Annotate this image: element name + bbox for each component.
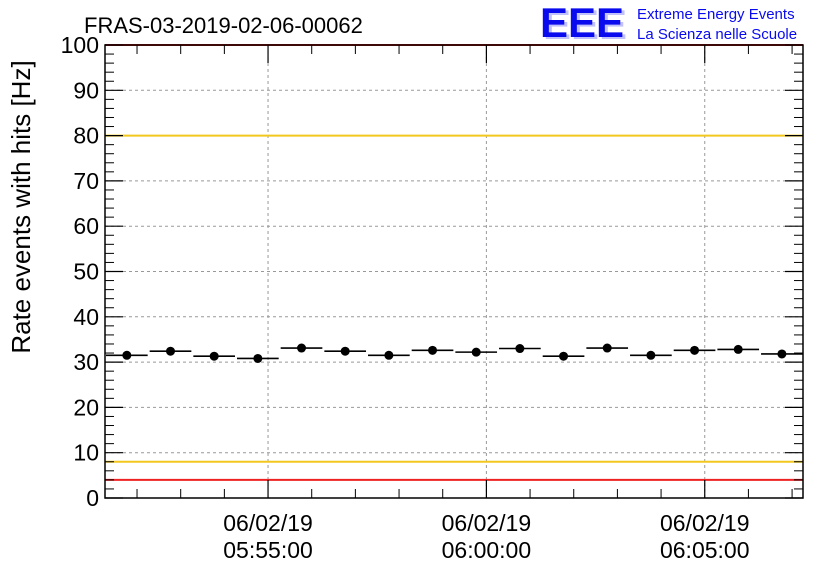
data-point <box>384 350 394 360</box>
data-point <box>209 351 219 361</box>
logo-mark: EEE <box>540 0 624 46</box>
data-point <box>340 346 350 356</box>
logo-line1: Extreme Energy Events <box>637 6 795 23</box>
y-axis-label: Rate events with hits [Hz] <box>6 60 36 353</box>
y-tick-label: 30 <box>73 349 99 375</box>
x-tick-date-label: 06/02/19 <box>660 510 750 536</box>
data-point <box>166 346 176 356</box>
logo-mark-shadow: EEE <box>543 1 627 48</box>
data-point <box>515 344 525 354</box>
y-tick-label: 40 <box>73 304 99 330</box>
y-tick-labels: 0 10 20 30 40 50 60 70 80 90 100 <box>61 32 99 511</box>
chart-title: FRAS-03-2019-02-06-00062 <box>84 13 363 38</box>
y-tick-label: 10 <box>73 440 99 466</box>
y-tick-label: 100 <box>61 32 99 58</box>
y-tick-label: 60 <box>73 213 99 239</box>
data-point <box>602 343 612 353</box>
y-tick-label: 50 <box>73 259 99 285</box>
y-tick-label: 70 <box>73 168 99 194</box>
x-tick-time-label: 06:05:00 <box>660 537 750 563</box>
x-tick-date-label: 06/02/19 <box>223 510 313 536</box>
data-point <box>122 350 132 360</box>
logo-line2: La Scienza nelle Scuole <box>637 26 797 43</box>
x-tick-date-label: 06/02/19 <box>442 510 532 536</box>
y-tick-label: 80 <box>73 123 99 149</box>
data-point <box>559 351 569 361</box>
x-tick-time-label: 05:55:00 <box>223 537 313 563</box>
x-tick-time-label: 06:00:00 <box>442 537 532 563</box>
eee-logo: EEE EEE Extreme Energy Events La Scienza… <box>540 0 797 48</box>
data-point <box>733 344 743 354</box>
data-points <box>106 343 803 363</box>
y-tick-label: 90 <box>73 77 99 103</box>
x-tick-labels: 06/02/1905:55:0006/02/1906:00:0006/02/19… <box>223 510 749 563</box>
axis-ticks <box>105 44 803 499</box>
data-point <box>646 350 656 360</box>
y-tick-label: 0 <box>86 485 99 511</box>
data-point <box>253 353 263 363</box>
data-point <box>777 349 787 359</box>
data-point <box>428 345 438 355</box>
grid <box>105 45 803 498</box>
data-point <box>690 345 700 355</box>
y-tick-label: 20 <box>73 394 99 420</box>
threshold-lines <box>105 44 803 481</box>
data-point <box>297 343 307 353</box>
data-point <box>471 347 481 357</box>
